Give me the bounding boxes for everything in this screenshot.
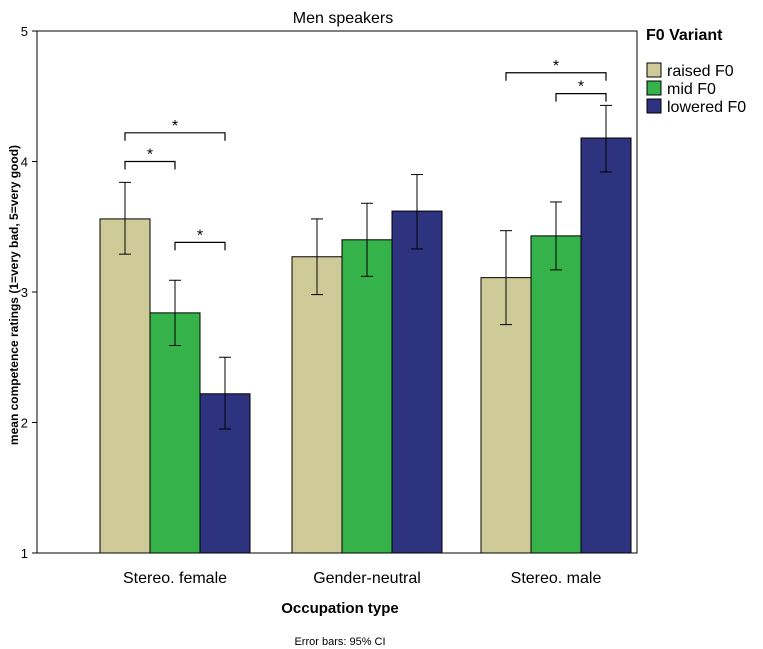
significance-star: * <box>553 58 559 75</box>
bar <box>580 137 632 554</box>
significance-bracket <box>124 132 226 141</box>
x-category-label: Gender-neutral <box>313 570 421 587</box>
x-category-label: Stereo. male <box>511 570 602 587</box>
significance-star: * <box>578 79 584 96</box>
bar <box>99 218 151 554</box>
x-axis-label: Occupation type <box>281 600 399 617</box>
legend-label: mid F0 <box>667 81 716 98</box>
bar <box>391 210 443 554</box>
significance-star: * <box>172 118 178 135</box>
legend-swatch <box>646 62 662 78</box>
significance-bracket <box>505 72 607 81</box>
y-tick-label: 3 <box>21 285 28 300</box>
y-tick-label: 2 <box>21 416 28 431</box>
legend-title: F0 Variant <box>646 27 723 44</box>
legend-swatch <box>646 98 662 114</box>
significance-star: * <box>197 227 203 244</box>
significance-bracket <box>555 93 607 102</box>
legend-label: raised F0 <box>667 63 734 80</box>
bar <box>341 239 393 554</box>
y-tick-label: 5 <box>21 24 28 39</box>
bar <box>530 235 582 554</box>
x-category-label: Stereo. female <box>123 570 227 587</box>
significance-bracket <box>174 241 226 251</box>
y-tick-label: 4 <box>21 155 28 170</box>
error-bars-note: Error bars: 95% CI <box>294 636 385 648</box>
significance-bracket <box>124 160 176 170</box>
bar <box>291 256 343 554</box>
y-tick-label: 1 <box>21 546 28 561</box>
legend-label: lowered F0 <box>667 99 746 116</box>
plot-area: 1 2 3 4 5 Stereo. female Gender-neutral Stereo.… <box>21 24 638 587</box>
y-axis-label: mean competence ratings (1=very bad, 5=v… <box>7 145 21 445</box>
legend-swatch <box>646 80 662 96</box>
bar <box>149 312 201 554</box>
chart-title: Men speakers <box>293 10 394 27</box>
significance-star: * <box>147 147 153 164</box>
